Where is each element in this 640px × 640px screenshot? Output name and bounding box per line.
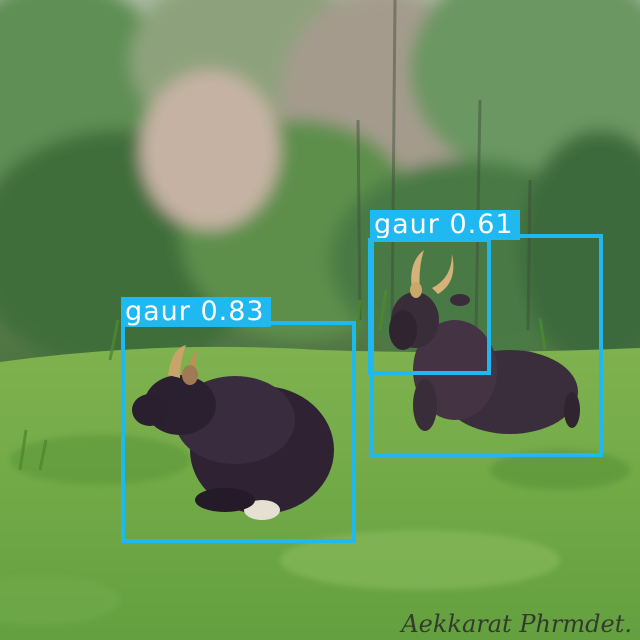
watermark-signature: Aekkarat Phrmdet.: [401, 610, 632, 638]
detection-box-gaur-1: [121, 321, 356, 543]
detection-label-gaur-2: gaur 0.61: [370, 210, 520, 240]
detection-label-gaur-1: gaur 0.83: [121, 297, 271, 327]
detection-box-gaur-3: [368, 238, 491, 375]
gaur-left: [132, 345, 334, 520]
